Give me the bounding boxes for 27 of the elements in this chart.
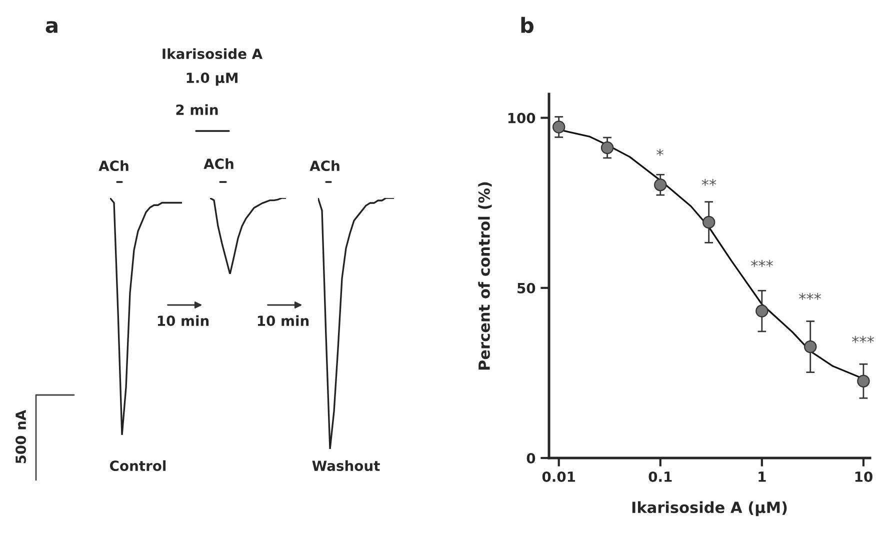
annotation: *** <box>852 336 874 343</box>
chart-title: a <box>46 21 58 34</box>
text: ACh <box>204 158 234 170</box>
y-axis-title: Percent of control (%) <box>478 182 492 370</box>
y-tick-label: 100 <box>508 112 536 124</box>
text: ACh <box>310 160 340 172</box>
x-axis-title: Ikarisoside A (µM) <box>632 501 787 516</box>
x-tick-label: 0.1 <box>648 471 672 482</box>
annotation: 10 min <box>158 315 209 326</box>
text: 500 nA <box>16 410 26 464</box>
text: Control <box>110 460 166 472</box>
text: 1.0 µM <box>186 72 238 86</box>
annotation: ** <box>702 178 716 186</box>
x-tick-label: 1 <box>758 472 766 482</box>
text: Ikarisoside A <box>162 48 263 60</box>
text: 2 min <box>176 104 218 115</box>
x-tick-label: 10 <box>855 471 872 482</box>
annotation: *** <box>751 260 773 267</box>
annotation: * <box>656 148 664 156</box>
text: Washout <box>312 460 380 472</box>
text: ACh <box>98 160 128 172</box>
y-tick-label: 50 <box>518 282 536 294</box>
annotation: *** <box>799 292 821 300</box>
x-tick-label: 0.01 <box>542 471 576 482</box>
chart-title: b <box>521 16 534 34</box>
y-tick-label: 0 <box>526 452 536 464</box>
text: 10 min <box>258 315 309 326</box>
